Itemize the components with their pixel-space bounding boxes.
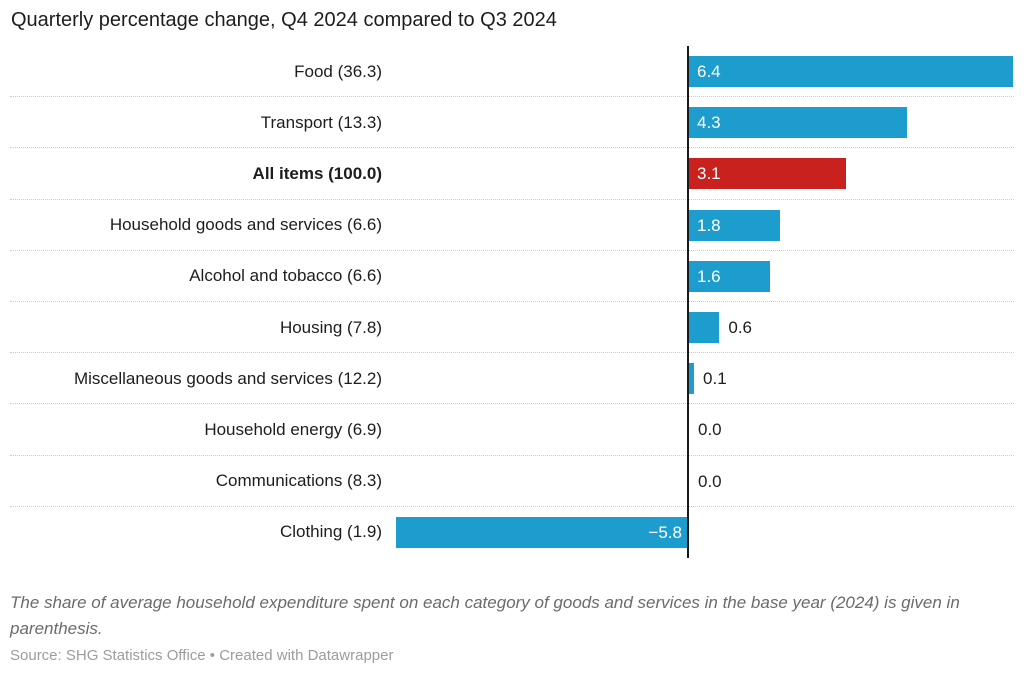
chart-row: Food (36.3) 6.4: [0, 46, 1024, 98]
bar: 3.1: [689, 158, 846, 190]
value-label: 1.6: [697, 266, 721, 286]
value-label: 4.3: [697, 113, 721, 133]
chart-row: Miscellaneous goods and services (12.2) 0…: [0, 353, 1024, 405]
bar: [689, 363, 695, 395]
bar: [689, 311, 720, 343]
bar-chart: Food (36.3) 6.4 Transport (13.3) 4.3 All ite…: [0, 46, 1024, 558]
chart-row: Communications (8.3) 0.0: [0, 456, 1024, 507]
category-label: Housing (7.8): [279, 317, 382, 337]
category-label: All items (100.0): [252, 163, 382, 183]
chart-row: Household goods and services (6.6) 1.8: [0, 200, 1024, 251]
value-label: 0.0: [698, 471, 722, 491]
chart-note: The share of average household expenditu…: [10, 593, 960, 639]
value-label: 1.8: [697, 215, 721, 235]
chart-row: Transport (13.3) 4.3: [0, 97, 1024, 149]
chart-rows: Food (36.3) 6.4 Transport (13.3) 4.3 All ite…: [0, 46, 1024, 558]
zero-axis-line: [687, 46, 689, 558]
chart-row: Housing (7.8) 0.6: [0, 302, 1024, 354]
category-label: Miscellaneous goods and services (12.2): [73, 368, 382, 388]
value-label: 3.1: [697, 164, 721, 184]
bar: 1.8: [689, 209, 781, 241]
category-label: Household energy (6.9): [204, 419, 382, 439]
value-label: 6.4: [697, 62, 721, 81]
category-label: Food (36.3): [294, 61, 382, 81]
bar: −5.8: [395, 516, 689, 548]
bar: 4.3: [689, 107, 907, 139]
bar: 6.4: [689, 56, 1013, 87]
chart-row: Alcohol and tobacco (6.6) 1.6: [0, 251, 1024, 303]
category-label: Transport (13.3): [260, 112, 382, 132]
value-label: −5.8: [648, 522, 682, 542]
chart-row: All items (100.0) 3.1: [0, 148, 1024, 200]
category-label: Communications (8.3): [215, 471, 382, 491]
category-label: Clothing (1.9): [279, 522, 382, 542]
value-label: 0.1: [703, 369, 727, 389]
chart-row: Household energy (6.9) 0.0: [0, 404, 1024, 456]
bar: 1.6: [689, 260, 770, 292]
source-text: Source: SHG Statistics Office •: [10, 647, 216, 664]
category-label: Alcohol and tobacco (6.6): [189, 266, 382, 286]
source-line: Source: SHG Statistics Office • Created …: [10, 647, 393, 664]
category-label: Household goods and services (6.6): [109, 215, 382, 235]
datawrapper-credit-link[interactable]: Created with Datawrapper: [219, 647, 394, 664]
chart-row: Clothing (1.9) −5.8: [0, 507, 1024, 558]
chart-title: Quarterly percentage change, Q4 2024 com…: [11, 9, 557, 31]
value-label: 0.6: [728, 317, 752, 337]
value-label: 0.0: [698, 420, 722, 440]
